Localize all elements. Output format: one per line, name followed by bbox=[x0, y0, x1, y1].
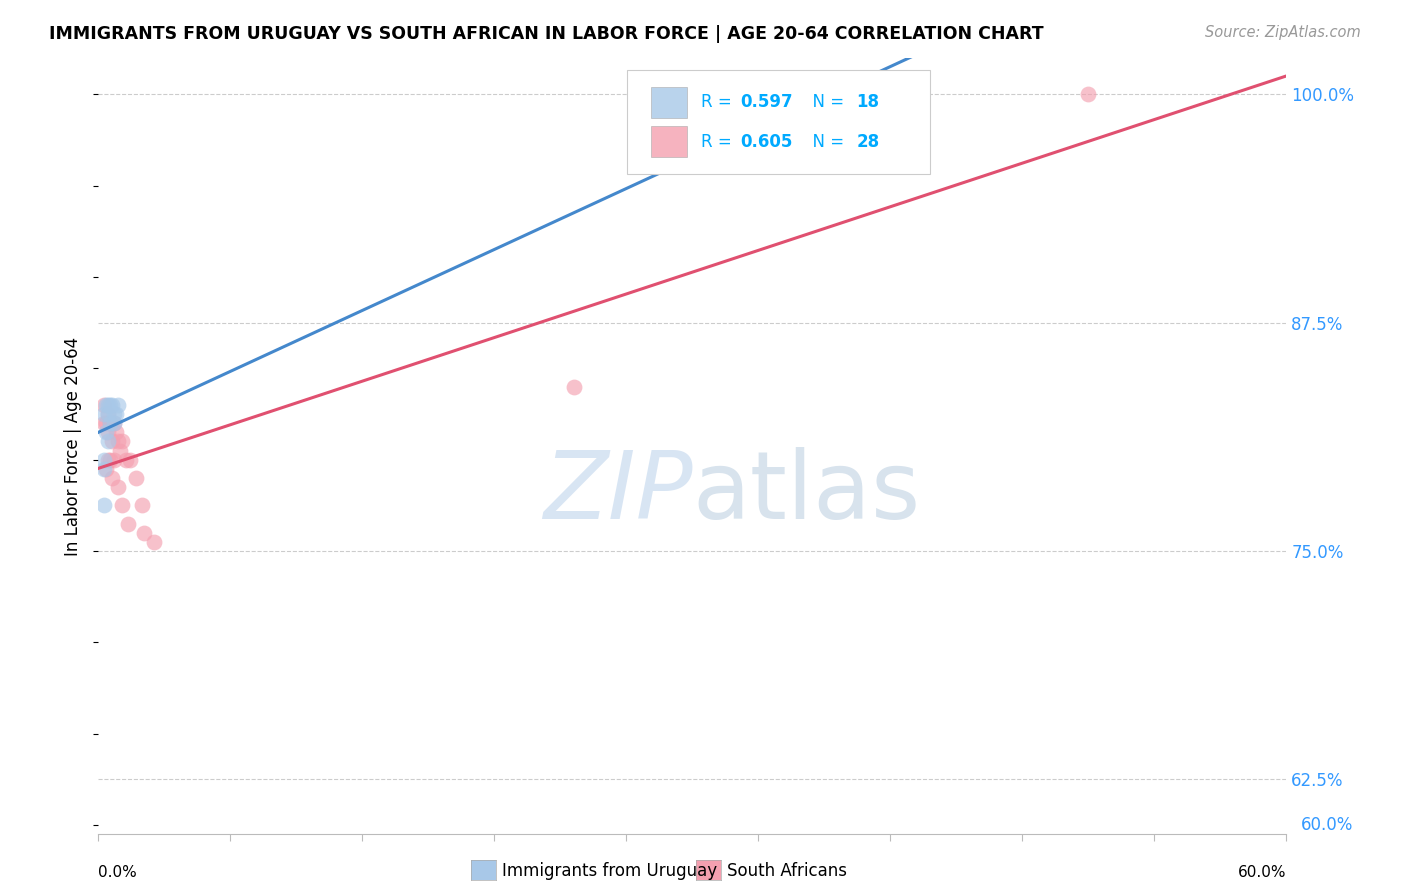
Point bbox=[98, 416, 121, 430]
Point bbox=[107, 480, 129, 494]
Point bbox=[97, 407, 120, 421]
Point bbox=[97, 452, 120, 467]
Point bbox=[108, 443, 131, 458]
Point bbox=[96, 462, 118, 476]
Point bbox=[93, 499, 115, 513]
Text: N =: N = bbox=[801, 133, 849, 151]
Point bbox=[107, 434, 129, 449]
Text: 60.0%: 60.0% bbox=[1301, 816, 1353, 834]
Text: Source: ZipAtlas.com: Source: ZipAtlas.com bbox=[1205, 25, 1361, 40]
Point bbox=[97, 434, 120, 449]
Point bbox=[1077, 87, 1099, 102]
Text: 60.0%: 60.0% bbox=[1239, 865, 1286, 880]
Point bbox=[562, 379, 585, 393]
Point bbox=[98, 398, 121, 412]
Point bbox=[142, 534, 165, 549]
Point bbox=[97, 398, 120, 412]
Text: 28: 28 bbox=[856, 133, 880, 151]
Point bbox=[105, 425, 128, 440]
Point bbox=[125, 471, 148, 485]
Point bbox=[105, 407, 128, 421]
Text: Immigrants from Uruguay: Immigrants from Uruguay bbox=[502, 862, 717, 880]
Point bbox=[132, 525, 155, 540]
Point bbox=[93, 407, 115, 421]
FancyBboxPatch shape bbox=[627, 70, 931, 175]
Point bbox=[97, 425, 120, 440]
Point bbox=[93, 416, 115, 430]
Point bbox=[103, 407, 125, 421]
Point bbox=[98, 416, 121, 430]
Point bbox=[103, 452, 125, 467]
Text: R =: R = bbox=[700, 94, 737, 112]
Point bbox=[103, 416, 125, 430]
Text: ZIP: ZIP bbox=[543, 447, 692, 538]
Y-axis label: In Labor Force | Age 20-64: In Labor Force | Age 20-64 bbox=[65, 336, 83, 556]
Point bbox=[101, 471, 124, 485]
FancyBboxPatch shape bbox=[651, 87, 686, 118]
Text: IMMIGRANTS FROM URUGUAY VS SOUTH AFRICAN IN LABOR FORCE | AGE 20-64 CORRELATION : IMMIGRANTS FROM URUGUAY VS SOUTH AFRICAN… bbox=[49, 25, 1043, 43]
Point bbox=[120, 452, 142, 467]
Point bbox=[800, 87, 823, 102]
Point bbox=[97, 407, 120, 421]
Point bbox=[93, 452, 115, 467]
Point bbox=[101, 398, 124, 412]
Point bbox=[103, 416, 125, 430]
Text: South Africans: South Africans bbox=[727, 862, 846, 880]
Text: R =: R = bbox=[700, 133, 737, 151]
Text: N =: N = bbox=[801, 94, 849, 112]
Text: 18: 18 bbox=[856, 94, 879, 112]
Point bbox=[101, 434, 124, 449]
Text: atlas: atlas bbox=[692, 447, 921, 539]
Point bbox=[96, 425, 118, 440]
Point bbox=[111, 434, 134, 449]
Text: 0.597: 0.597 bbox=[740, 94, 793, 112]
Point bbox=[93, 462, 115, 476]
Point bbox=[107, 398, 129, 412]
Point bbox=[93, 398, 115, 412]
Text: 0.605: 0.605 bbox=[740, 133, 793, 151]
FancyBboxPatch shape bbox=[651, 126, 686, 157]
Point bbox=[96, 416, 118, 430]
Point bbox=[111, 499, 134, 513]
Point bbox=[96, 398, 118, 412]
Point bbox=[117, 516, 139, 531]
Text: 0.0%: 0.0% bbox=[98, 865, 138, 880]
Point bbox=[820, 96, 842, 111]
Point bbox=[98, 452, 121, 467]
Point bbox=[115, 452, 138, 467]
Point bbox=[131, 499, 153, 513]
